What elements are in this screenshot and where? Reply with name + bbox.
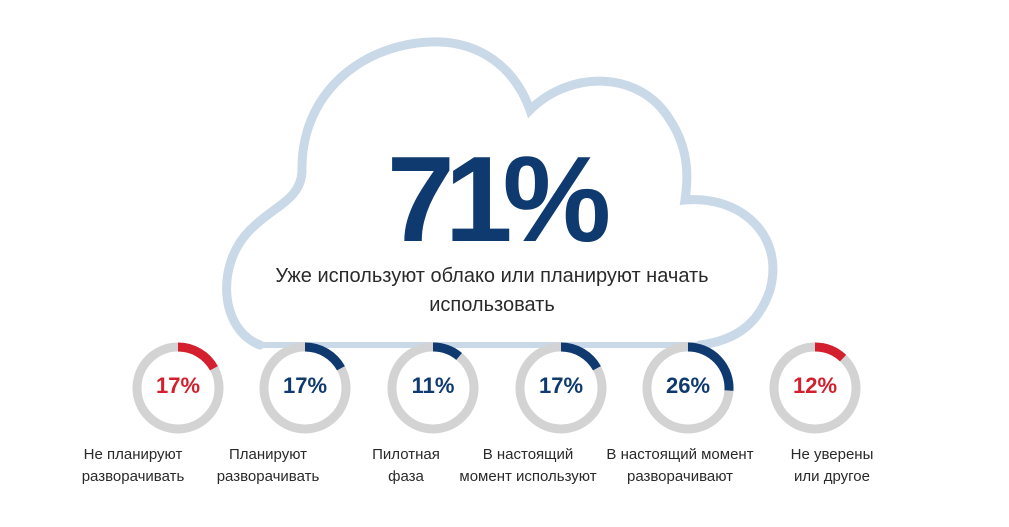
donut-chart-pilot: 11%	[383, 338, 483, 438]
donut-chart-not-planning: 17%	[128, 338, 228, 438]
category-label-using: В настоящий момент используют	[453, 444, 603, 488]
category-label-line1: Не планируют	[83, 446, 183, 463]
donut-value-label: 17%	[282, 373, 328, 398]
headline-percentage: 71%	[386, 131, 611, 267]
category-label-line2: разворачивать	[81, 468, 185, 485]
category-label-planning: Планируют разворачивать	[193, 444, 343, 488]
donut-arc	[814, 342, 847, 362]
category-label-line1: Пилотная	[372, 446, 440, 463]
donut-ring	[642, 342, 734, 434]
donut-ring	[132, 342, 224, 434]
donut-arc	[432, 342, 462, 361]
category-label-line1: В настоящий момент	[606, 446, 754, 463]
donut-arc	[560, 342, 601, 371]
category-label-line2: момент используют	[459, 468, 597, 485]
donut-chart-planning: 17%	[255, 338, 355, 438]
donut-arc	[177, 342, 218, 371]
category-label-line2: или другое	[794, 468, 870, 485]
donut-chart-unsure: 12%	[765, 338, 865, 438]
category-label-line1: Не уверены	[790, 446, 874, 463]
donut-ring	[515, 342, 607, 434]
donut-value-label: 17%	[538, 373, 584, 398]
donut-chart-deploying: 26%	[638, 338, 738, 438]
donut-value-label: 11%	[411, 373, 455, 398]
category-label-line1: В настоящий	[482, 446, 574, 463]
category-label-deploying: В настоящий момент разворачивают	[605, 444, 755, 488]
donut-chart-using: 17%	[511, 338, 611, 438]
donut-value-label: 26%	[665, 373, 711, 398]
donut-ring	[387, 342, 479, 434]
donut-ring	[769, 342, 861, 434]
category-label-unsure: Не уверены или другое	[757, 444, 907, 488]
category-label-pilot: Пилотная фаза	[331, 444, 481, 488]
category-label-line2: разворачивают	[626, 468, 734, 485]
donut-arc	[304, 342, 345, 371]
donut-arc	[687, 342, 734, 391]
headline-caption-line2: использовать	[429, 294, 555, 316]
category-label-line2: разворачивать	[216, 468, 320, 485]
donut-value-label: 17%	[155, 373, 201, 398]
donut-value-label: 12%	[792, 373, 838, 398]
cloud-outline-path	[222, 37, 778, 350]
headline-caption-line1: Уже используют облако или планируют нача…	[275, 265, 709, 287]
category-label-line2: фаза	[388, 468, 424, 485]
category-label-line1: Планируют	[228, 446, 307, 463]
donut-ring	[259, 342, 351, 434]
category-label-not-planning: Не планируют разворачивать	[58, 444, 208, 488]
headline-caption: Уже используют облако или планируют нача…	[220, 262, 764, 320]
